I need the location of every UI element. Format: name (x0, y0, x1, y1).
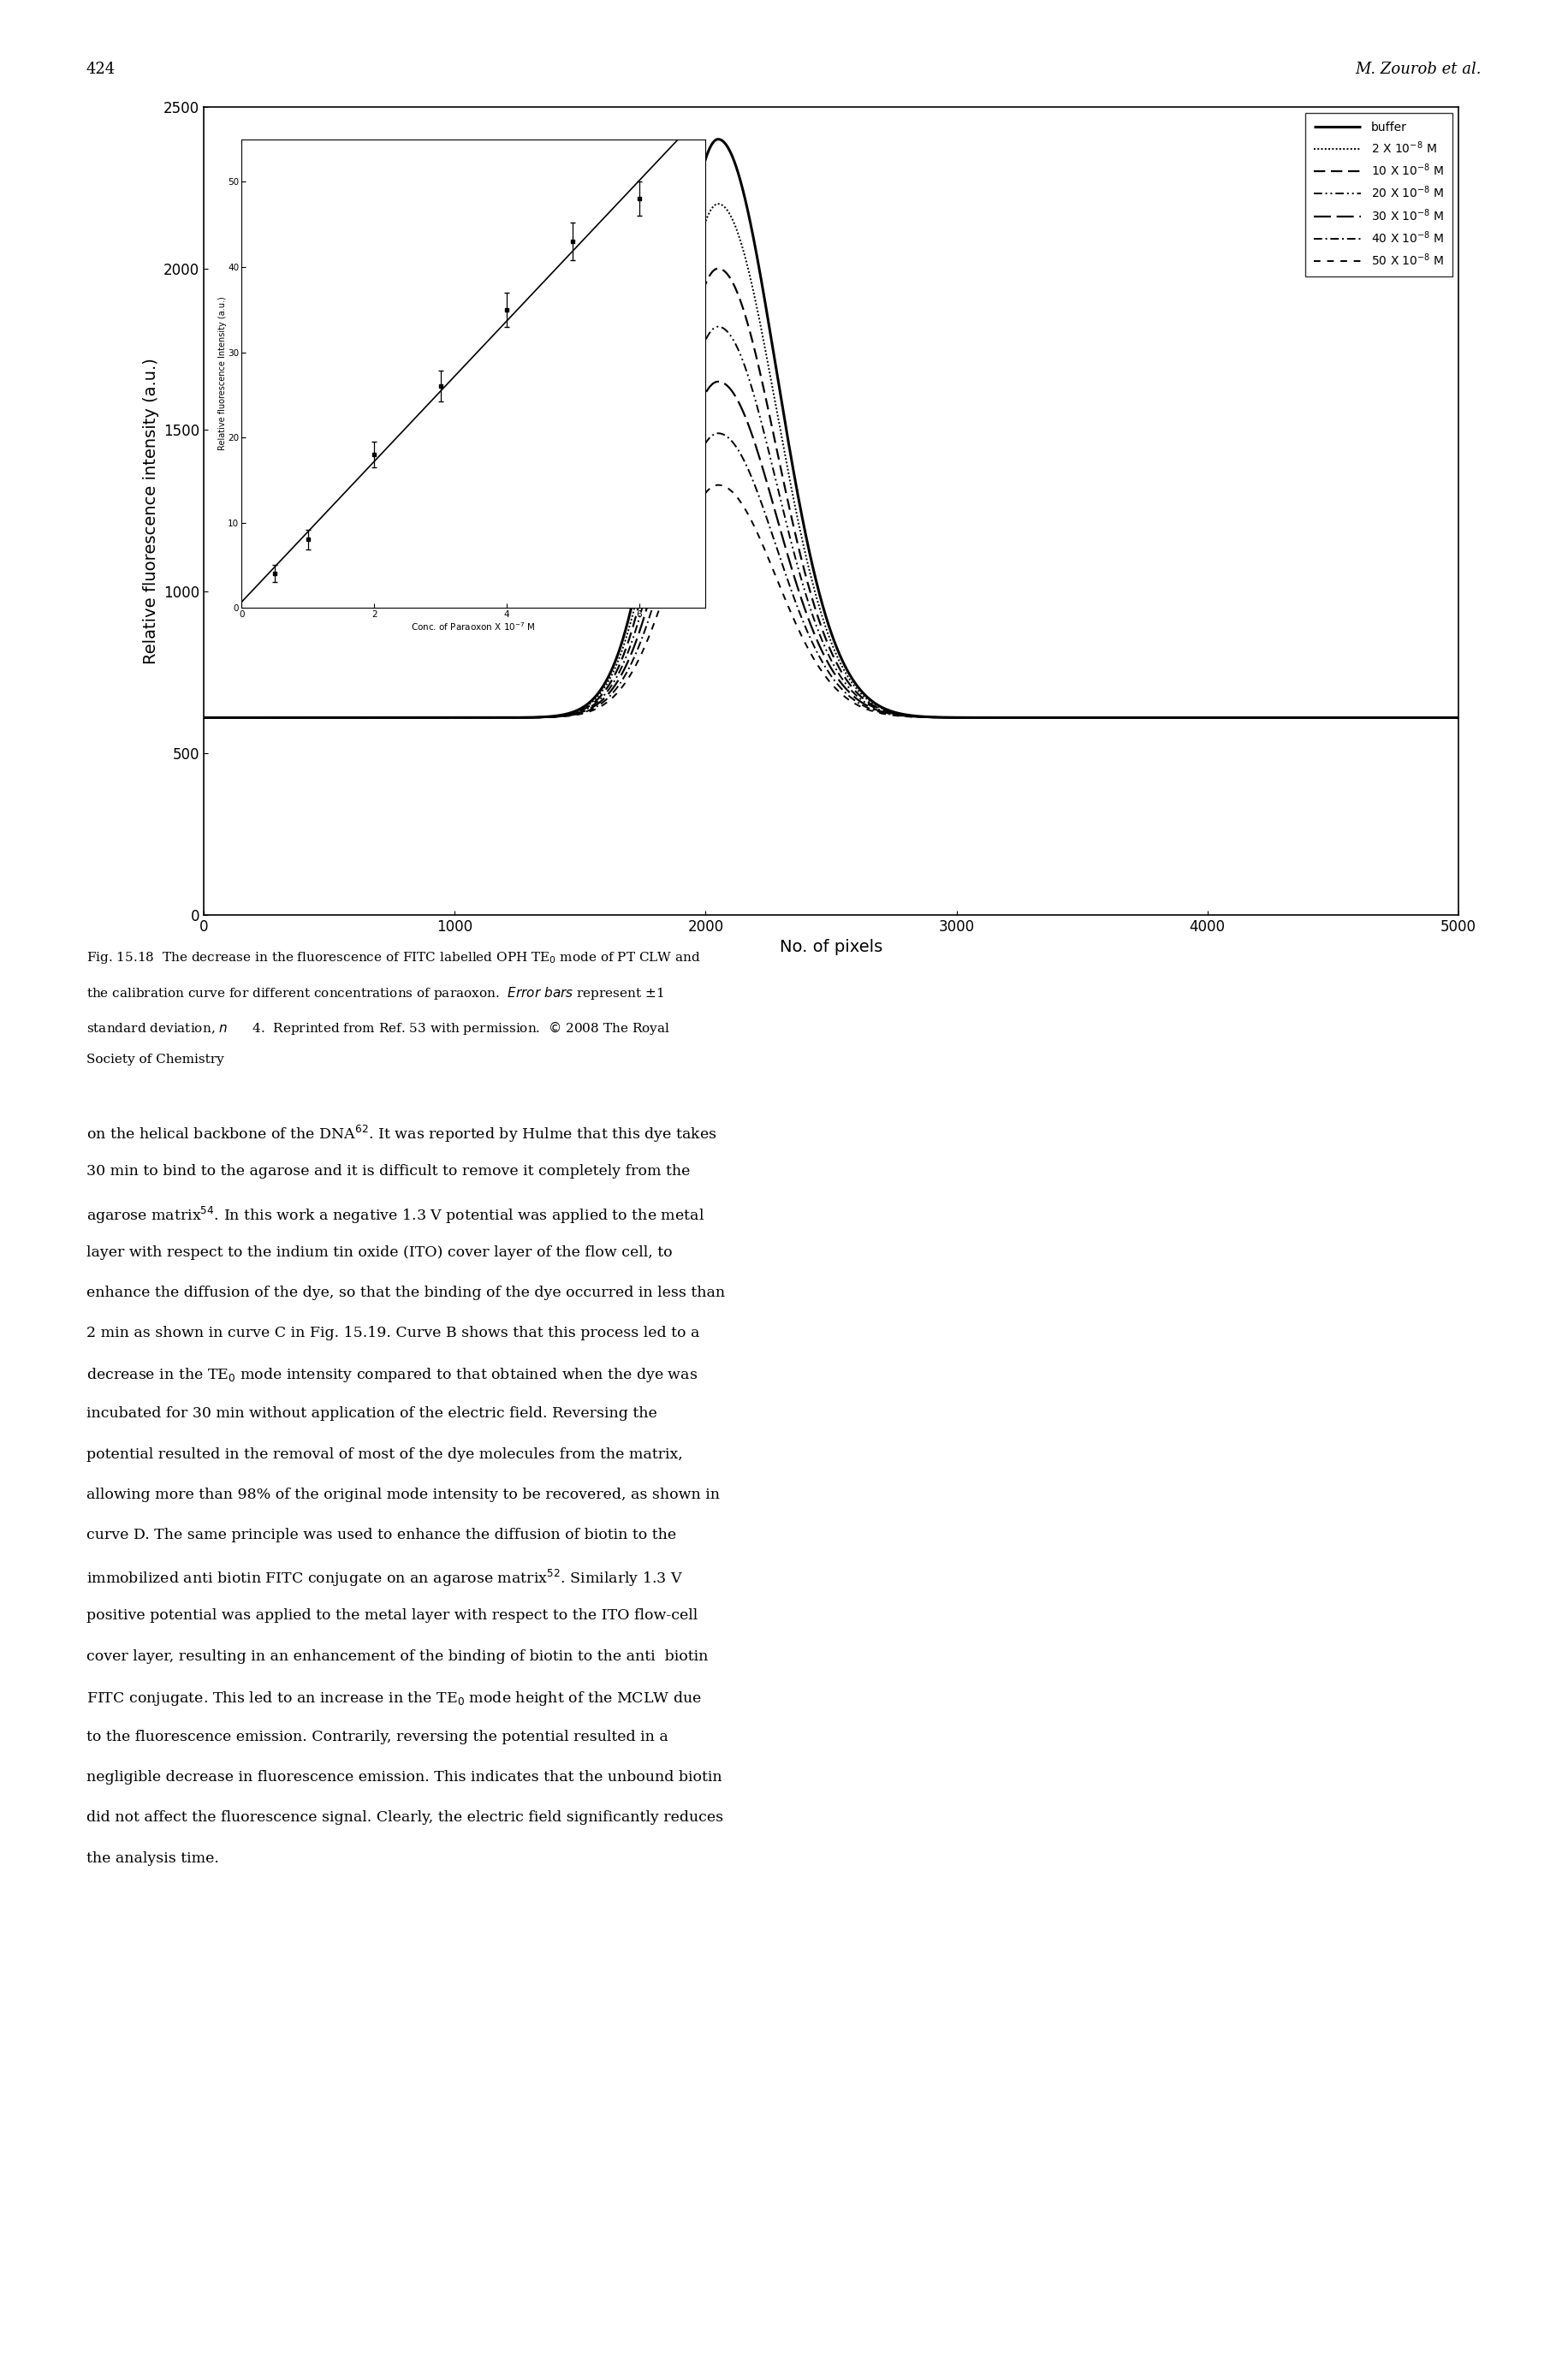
Text: 30 min to bind to the agarose and it is difficult to remove it completely from t: 30 min to bind to the agarose and it is … (86, 1164, 690, 1178)
Text: immobilized anti biotin FITC conjugate on an agarose matrix$^{52}$. Similarly 1.: immobilized anti biotin FITC conjugate o… (86, 1568, 684, 1590)
Legend: buffer, 2 X 10$^{-8}$ M, 10 X 10$^{-8}$ M, 20 X 10$^{-8}$ M, 30 X 10$^{-8}$ M, 4: buffer, 2 X 10$^{-8}$ M, 10 X 10$^{-8}$ … (1306, 114, 1452, 276)
Text: positive potential was applied to the metal layer with respect to the ITO flow-c: positive potential was applied to the me… (86, 1609, 698, 1623)
Text: 424: 424 (86, 62, 116, 76)
Text: layer with respect to the indium tin oxide (ITO) cover layer of the flow cell, t: layer with respect to the indium tin oxi… (86, 1245, 673, 1259)
Text: curve D. The same principle was used to enhance the diffusion of biotin to the: curve D. The same principle was used to … (86, 1528, 676, 1542)
Text: agarose matrix$^{54}$. In this work a negative 1.3 V potential was applied to th: agarose matrix$^{54}$. In this work a ne… (86, 1205, 704, 1226)
Text: 2 min as shown in curve C in Fig. 15.19. Curve B shows that this process led to : 2 min as shown in curve C in Fig. 15.19.… (86, 1326, 699, 1340)
Text: Fig. 15.18  The decrease in the fluorescence of FITC labelled OPH TE$_0$ mode of: Fig. 15.18 The decrease in the fluoresce… (86, 950, 701, 965)
Text: FITC conjugate. This led to an increase in the TE$_0$ mode height of the MCLW du: FITC conjugate. This led to an increase … (86, 1689, 701, 1708)
Text: incubated for 30 min without application of the electric field. Reversing the: incubated for 30 min without application… (86, 1407, 657, 1421)
Text: negligible decrease in fluorescence emission. This indicates that the unbound bi: negligible decrease in fluorescence emis… (86, 1770, 721, 1784)
Text: the analysis time.: the analysis time. (86, 1851, 220, 1865)
Y-axis label: Relative fluorescence intensity (a.u.): Relative fluorescence intensity (a.u.) (143, 359, 158, 663)
Text: standard deviation, $\it{n}$      4.  Reprinted from Ref. 53 with permission.  $: standard deviation, $\it{n}$ 4. Reprinte… (86, 1019, 670, 1036)
Text: allowing more than 98% of the original mode intensity to be recovered, as shown : allowing more than 98% of the original m… (86, 1487, 720, 1502)
X-axis label: No. of pixels: No. of pixels (779, 939, 883, 955)
Text: on the helical backbone of the DNA$^{62}$. It was reported by Hulme that this dy: on the helical backbone of the DNA$^{62}… (86, 1124, 717, 1145)
Text: the calibration curve for different concentrations of paraoxon.  $\it{Error\ bar: the calibration curve for different conc… (86, 986, 663, 1000)
Text: to the fluorescence emission. Contrarily, reversing the potential resulted in a: to the fluorescence emission. Contrarily… (86, 1730, 668, 1744)
Text: Society of Chemistry: Society of Chemistry (86, 1055, 224, 1067)
Text: potential resulted in the removal of most of the dye molecules from the matrix,: potential resulted in the removal of mos… (86, 1447, 682, 1461)
Text: cover layer, resulting in an enhancement of the binding of biotin to the anti  b: cover layer, resulting in an enhancement… (86, 1649, 707, 1663)
Text: did not affect the fluorescence signal. Clearly, the electric field significantl: did not affect the fluorescence signal. … (86, 1811, 723, 1825)
Text: enhance the diffusion of the dye, so that the binding of the dye occurred in les: enhance the diffusion of the dye, so tha… (86, 1285, 724, 1300)
Text: decrease in the TE$_0$ mode intensity compared to that obtained when the dye was: decrease in the TE$_0$ mode intensity co… (86, 1366, 698, 1385)
Text: M. Zourob et al.: M. Zourob et al. (1355, 62, 1482, 76)
